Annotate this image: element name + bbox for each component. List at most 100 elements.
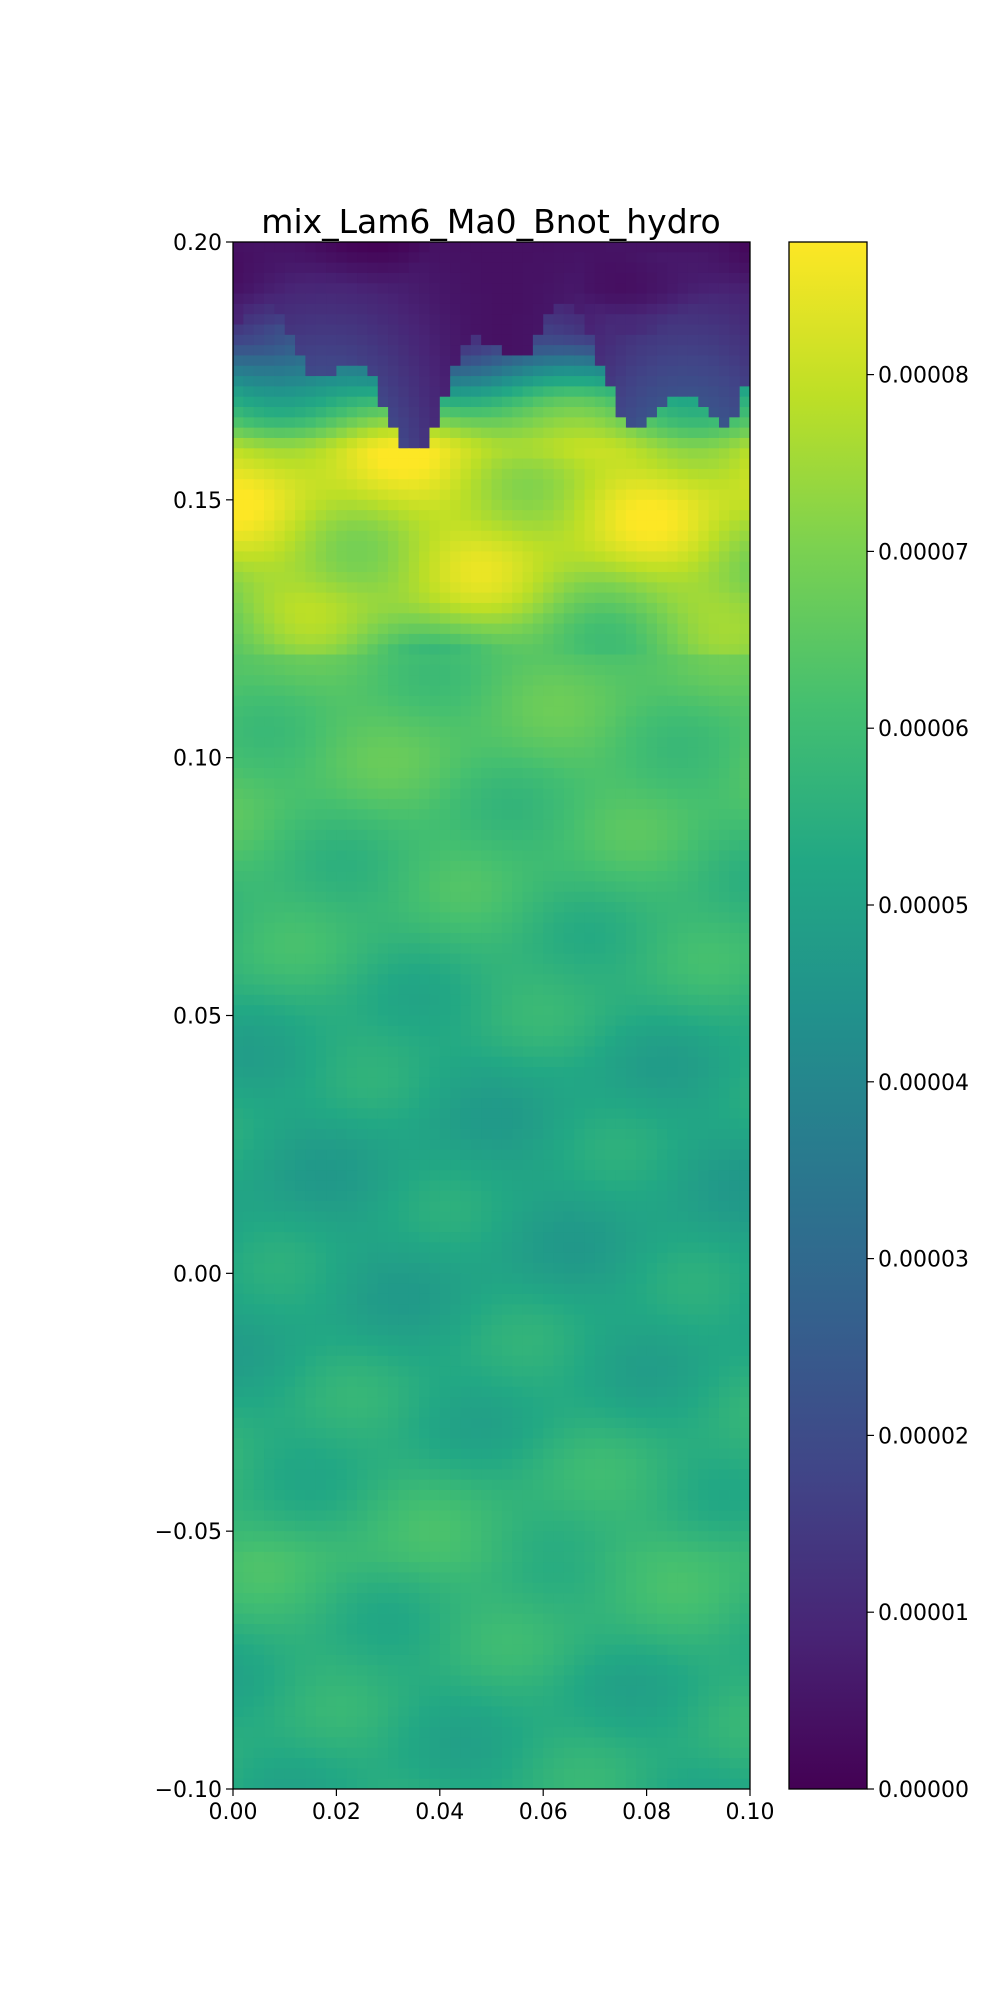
heatmap-cell: [729, 334, 741, 346]
heatmap-cell: [315, 1139, 327, 1151]
heatmap-cell: [698, 1118, 710, 1130]
heatmap-cell: [419, 778, 431, 790]
heatmap-cell: [739, 891, 750, 903]
heatmap-cell: [667, 664, 679, 676]
heatmap-cell: [233, 829, 244, 841]
heatmap-cell: [491, 1139, 503, 1151]
heatmap-cell: [253, 1036, 265, 1048]
heatmap-cell: [367, 1159, 379, 1171]
heatmap-cell: [326, 314, 337, 326]
heatmap-cell: [636, 788, 648, 800]
heatmap-cell: [605, 530, 617, 542]
heatmap-cell: [605, 602, 617, 614]
heatmap-cell: [574, 530, 586, 542]
heatmap-cell: [729, 303, 741, 315]
heatmap-cell: [594, 396, 606, 408]
heatmap-cell: [615, 1025, 627, 1037]
heatmap-cell: [605, 468, 617, 480]
heatmap-cell: [481, 530, 493, 542]
heatmap-cell: [584, 726, 596, 738]
heatmap-cell: [636, 747, 648, 759]
heatmap-cell: [687, 943, 699, 955]
heatmap-cell: [315, 953, 327, 965]
heatmap-cell: [605, 912, 617, 924]
heatmap-cell: [739, 1242, 750, 1254]
heatmap-cell: [315, 303, 327, 315]
heatmap-cell: [460, 644, 472, 656]
heatmap-cell: [501, 623, 513, 635]
heatmap-cell: [625, 871, 637, 883]
heatmap-cell: [481, 788, 493, 800]
heatmap-cell: [253, 871, 265, 883]
heatmap-cell: [491, 840, 503, 852]
heatmap-cell: [284, 1211, 296, 1223]
heatmap-cell: [718, 376, 730, 387]
heatmap-cell: [646, 994, 658, 1006]
heatmap-cell: [574, 283, 586, 295]
heatmap-cell: [336, 726, 348, 738]
heatmap-cell: [739, 458, 750, 470]
heatmap-cell: [357, 1221, 369, 1233]
heatmap-cell: [388, 427, 400, 439]
heatmap-cell: [264, 448, 275, 460]
heatmap-cell: [636, 1190, 648, 1202]
heatmap-cell: [305, 262, 317, 274]
heatmap-cell: [470, 386, 482, 398]
heatmap-cell: [388, 891, 400, 903]
heatmap-cell: [357, 479, 369, 491]
heatmap-cell: [481, 1108, 493, 1120]
heatmap-cell: [563, 767, 575, 779]
heatmap-cell: [656, 1015, 668, 1027]
heatmap-cell: [377, 1263, 389, 1274]
heatmap-cell: [615, 850, 627, 862]
heatmap-cell: [729, 871, 741, 883]
heatmap-cell: [284, 386, 296, 398]
heatmap-cell: [274, 1036, 286, 1048]
heatmap-cell: [512, 345, 524, 357]
heatmap-cell: [460, 365, 472, 377]
heatmap-cell: [243, 932, 255, 944]
heatmap-cell: [512, 551, 524, 563]
heatmap-cell: [398, 623, 410, 635]
heatmap-cell: [522, 943, 534, 955]
heatmap-cell: [346, 427, 358, 439]
heatmap-cell: [553, 1211, 565, 1223]
heatmap-cell: [501, 1087, 513, 1099]
heatmap-cell: [305, 437, 317, 449]
heatmap-cell: [532, 943, 544, 955]
heatmap-cell: [615, 912, 627, 924]
heatmap-cell: [739, 1015, 750, 1027]
heatmap-cell: [574, 1139, 586, 1151]
heatmap-cell: [739, 1098, 750, 1109]
heatmap-cell: [398, 737, 410, 748]
heatmap-cell: [326, 1108, 337, 1120]
heatmap-cell: [326, 809, 337, 821]
heatmap-cell: [729, 1232, 741, 1243]
heatmap-cell: [667, 1211, 679, 1223]
heatmap-cell: [388, 737, 400, 748]
heatmap-cell: [522, 530, 534, 542]
heatmap-cell: [367, 479, 379, 491]
heatmap-cell: [460, 1087, 472, 1099]
heatmap-cell: [377, 664, 389, 676]
heatmap-cell: [532, 860, 544, 872]
heatmap-cell: [543, 963, 555, 975]
heatmap-cell: [305, 1263, 317, 1274]
heatmap-cell: [481, 994, 493, 1006]
heatmap-cell: [698, 427, 710, 439]
heatmap-cell: [636, 1005, 648, 1017]
heatmap-cell: [450, 1211, 462, 1223]
heatmap-cell: [543, 1087, 555, 1099]
heatmap-cell: [532, 1252, 544, 1264]
heatmap-cell: [336, 850, 348, 862]
heatmap-cell: [326, 272, 337, 284]
heatmap-cell: [253, 1263, 265, 1274]
heatmap-cell: [698, 479, 710, 491]
heatmap-cell: [646, 541, 658, 552]
heatmap-cell: [718, 1252, 730, 1264]
heatmap-cell: [553, 1036, 565, 1048]
heatmap-cell: [284, 272, 296, 284]
heatmap-cell: [594, 623, 606, 635]
heatmap-cell: [594, 572, 606, 583]
heatmap-cell: [708, 1056, 720, 1068]
